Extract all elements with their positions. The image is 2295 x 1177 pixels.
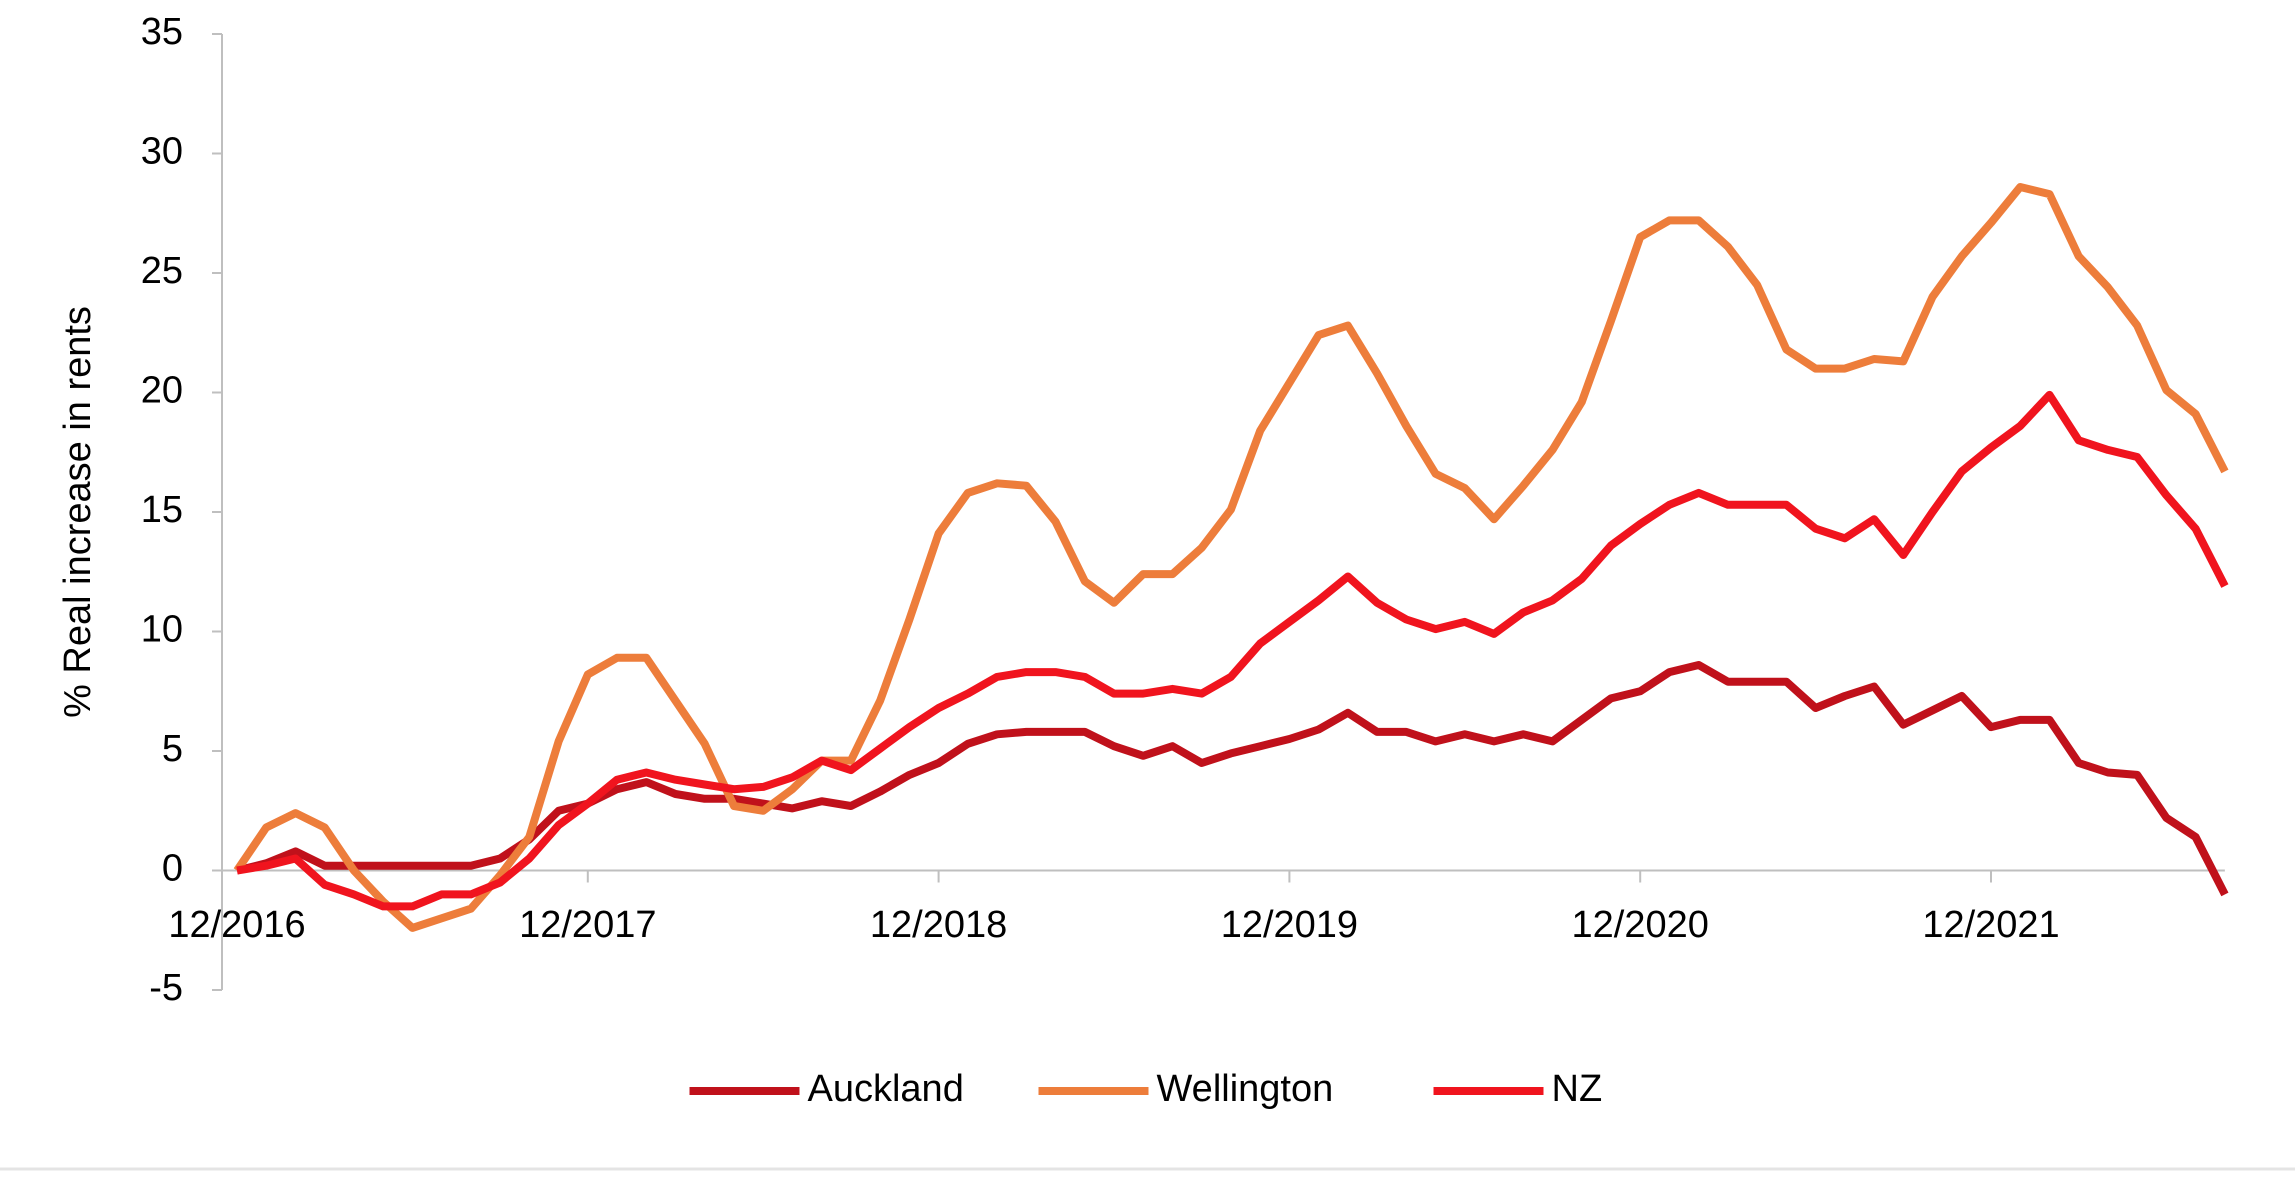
y-axis-label: % Real increase in rents <box>57 306 99 718</box>
x-tick-label: 12/2021 <box>1922 904 2059 946</box>
y-tick-label: -5 <box>149 967 183 1009</box>
x-tick-label: 12/2020 <box>1572 904 1709 946</box>
series-line <box>236 661 2229 897</box>
legend-label: NZ <box>1552 1068 1603 1110</box>
legend-label: Wellington <box>1157 1068 1334 1110</box>
x-tick-label: 12/2016 <box>168 904 305 946</box>
y-tick-label: 25 <box>141 250 183 292</box>
y-tick-label: 35 <box>141 11 183 53</box>
y-tick-label: 15 <box>141 489 183 531</box>
x-tick-label: 12/2019 <box>1221 904 1358 946</box>
legend-label: Auckland <box>808 1068 964 1110</box>
y-tick-label: 10 <box>141 609 183 651</box>
y-tick-label: 20 <box>141 370 183 412</box>
x-tick-label: 12/2018 <box>870 904 1007 946</box>
y-tick-label: 30 <box>141 131 183 173</box>
series-line <box>233 183 2229 932</box>
series-line <box>236 390 2229 911</box>
x-tick-label: 12/2017 <box>519 904 656 946</box>
y-tick-label: 5 <box>162 728 183 770</box>
y-tick-label: 0 <box>162 848 183 890</box>
